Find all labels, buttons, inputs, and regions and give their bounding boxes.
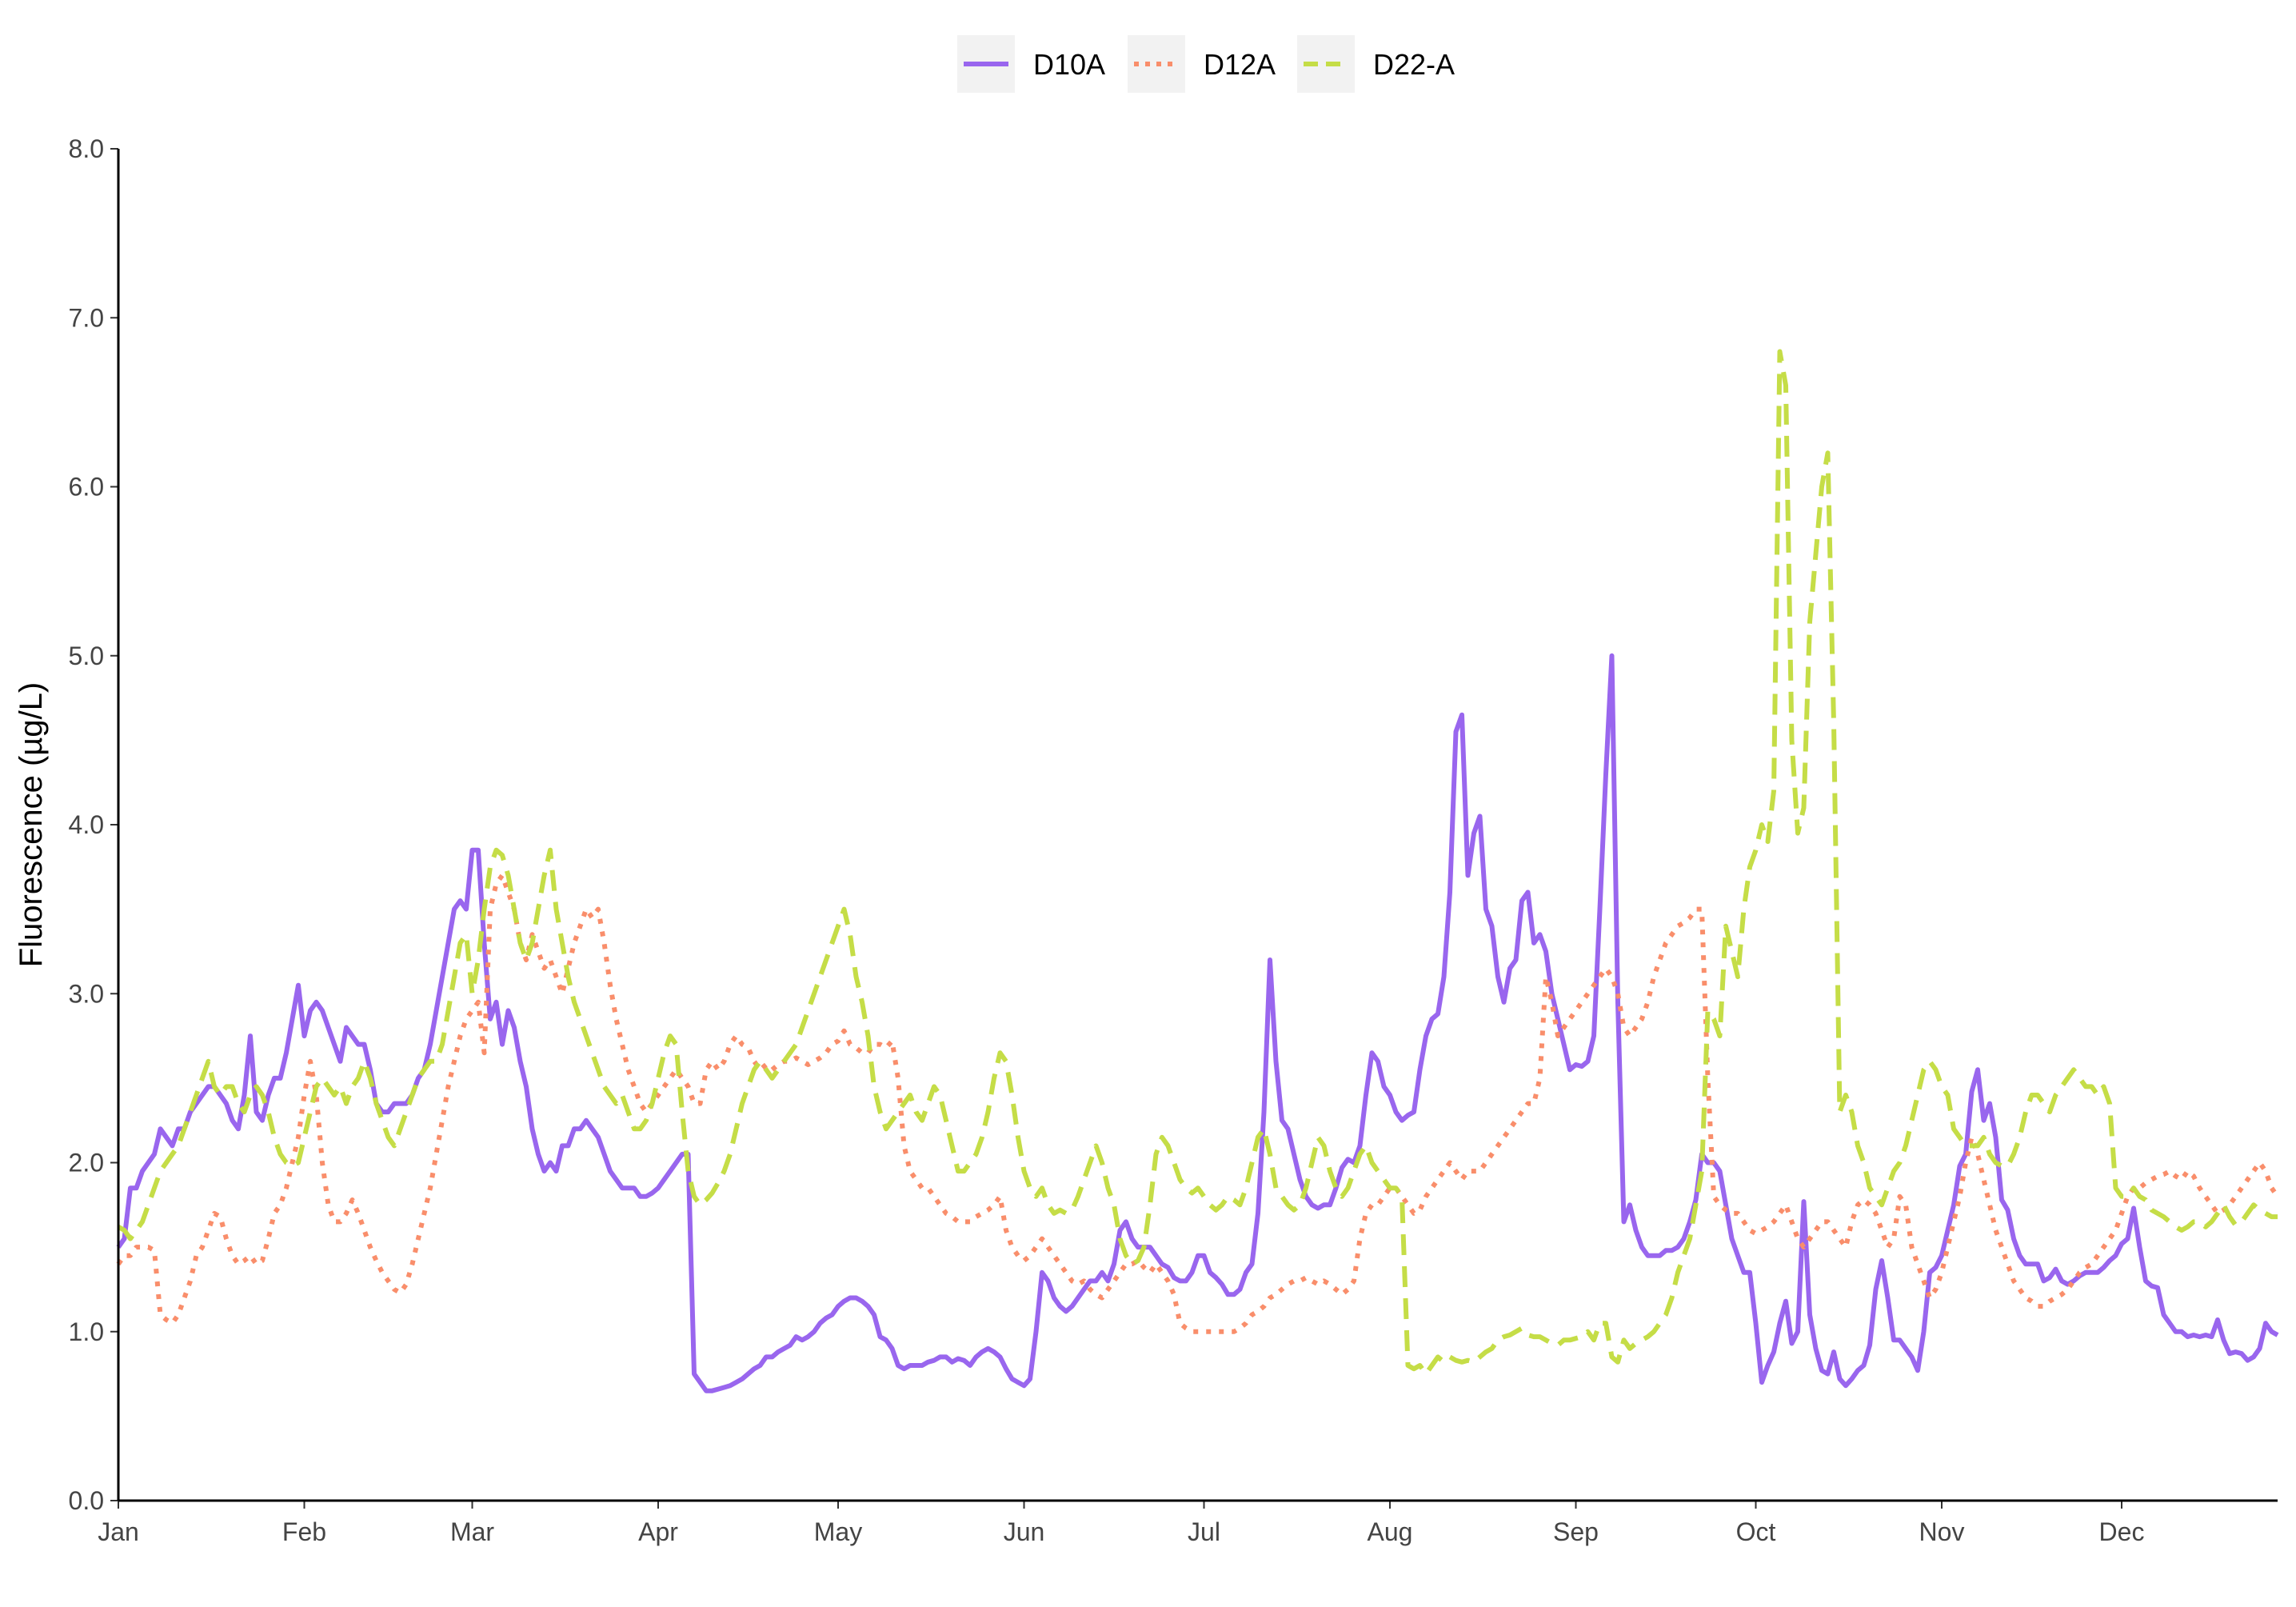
x-tick-label: Mar: [450, 1517, 494, 1546]
x-tick-label: Apr: [638, 1517, 678, 1546]
x-tick-label: Dec: [2099, 1517, 2145, 1546]
x-tick-label: Jun: [1004, 1517, 1045, 1546]
y-tick-label: 5.0: [69, 642, 104, 670]
y-tick-label: 1.0: [69, 1317, 104, 1346]
y-tick-label: 2.0: [69, 1149, 104, 1177]
legend-label: D12A: [1204, 48, 1276, 81]
legend: D10A D12A D22-A: [957, 35, 1455, 93]
x-tick-label: May: [814, 1517, 862, 1546]
series-line-d22-a: [117, 349, 2278, 1377]
y-tick-label: 6.0: [69, 473, 104, 502]
y-tick-label: 3.0: [69, 979, 104, 1008]
x-tick-label: Oct: [1736, 1517, 1776, 1546]
series-line-d12a: [116, 873, 2280, 1334]
y-tick-label: 4.0: [69, 810, 104, 839]
x-tick-label: Aug: [1368, 1517, 1413, 1546]
series-layer: [116, 349, 2280, 1393]
y-tick-label: 8.0: [69, 134, 104, 163]
legend-label: D22-A: [1373, 48, 1455, 81]
y-axis-title: Fluorescence (µg/L): [14, 682, 49, 968]
x-axis-ticks: Jan Feb Mar Apr May Jun Jul Aug Sep Oct Nov Dec: [98, 1501, 2144, 1546]
x-tick-label: Jul: [1188, 1517, 1220, 1546]
legend-label: D10A: [1033, 48, 1105, 81]
y-tick-label: 0.0: [69, 1486, 104, 1515]
x-tick-label: Nov: [1919, 1517, 1965, 1546]
y-axis-ticks: 0.0 1.0 2.0 3.0 4.0 5.0 6.0 7.0 8.0: [69, 134, 118, 1515]
x-tick-label: Sep: [1553, 1517, 1599, 1546]
x-tick-label: Jan: [98, 1517, 139, 1546]
x-tick-label: Feb: [282, 1517, 326, 1546]
series-line-d10a: [116, 653, 2279, 1393]
y-tick-label: 7.0: [69, 303, 104, 332]
